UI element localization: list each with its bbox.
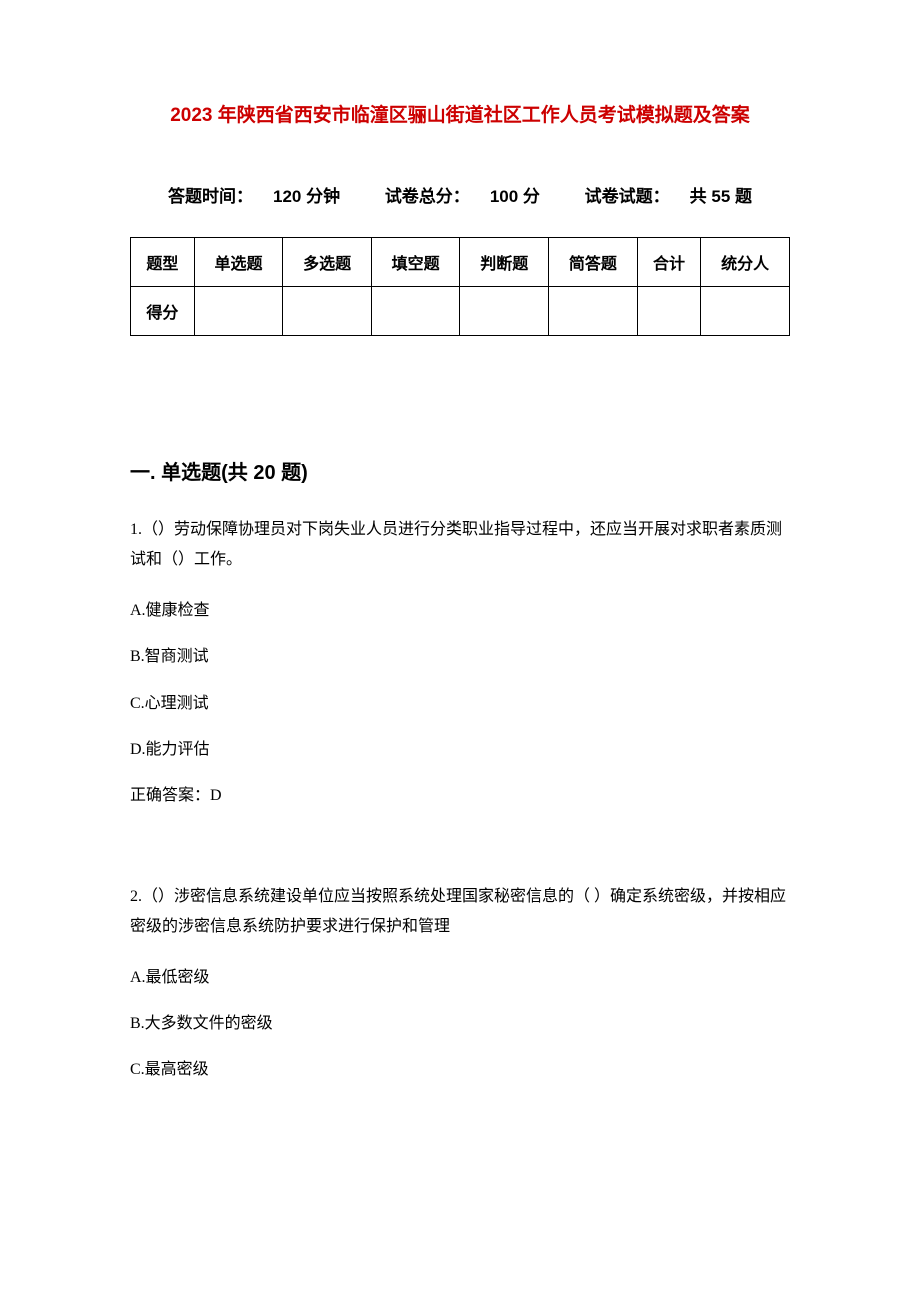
table-header-row: 题型 单选题 多选题 填空题 判断题 简答题 合计 统分人 xyxy=(131,238,790,287)
table-cell-empty xyxy=(701,287,790,336)
question-option: C.心理测试 xyxy=(130,689,790,719)
table-cell-empty xyxy=(549,287,638,336)
question-text: 1.（）劳动保障协理员对下岗失业人员进行分类职业指导过程中，还应当开展对求职者素… xyxy=(130,515,790,576)
exam-info-bar: 答题时间：120 分钟 试卷总分：100 分 试卷试题：共 55 题 xyxy=(130,182,790,207)
question-option: C.最高密级 xyxy=(130,1055,790,1085)
table-header-cell: 判断题 xyxy=(460,238,549,287)
table-header-cell: 统分人 xyxy=(701,238,790,287)
exam-count: 试卷试题：共 55 题 xyxy=(575,187,762,206)
question-block: 1.（）劳动保障协理员对下岗失业人员进行分类职业指导过程中，还应当开展对求职者素… xyxy=(130,515,790,812)
table-cell-empty xyxy=(371,287,460,336)
table-header-cell: 简答题 xyxy=(549,238,638,287)
table-score-row: 得分 xyxy=(131,287,790,336)
exam-time: 答题时间：120 分钟 xyxy=(158,187,350,206)
question-option: B.大多数文件的密级 xyxy=(130,1009,790,1039)
table-header-cell: 多选题 xyxy=(283,238,372,287)
question-text: 2.（）涉密信息系统建设单位应当按照系统处理国家秘密信息的（ ）确定系统密级，并… xyxy=(130,882,790,943)
table-header-cell: 填空题 xyxy=(371,238,460,287)
question-answer: 正确答案：D xyxy=(130,781,790,811)
table-header-cell: 单选题 xyxy=(194,238,283,287)
question-block: 2.（）涉密信息系统建设单位应当按照系统处理国家秘密信息的（ ）确定系统密级，并… xyxy=(130,882,790,1086)
table-cell-empty xyxy=(194,287,283,336)
document-title: 2023 年陕西省西安市临潼区骊山街道社区工作人员考试模拟题及答案 xyxy=(130,100,790,127)
table-cell-label: 得分 xyxy=(131,287,195,336)
table-header-cell: 题型 xyxy=(131,238,195,287)
question-option: A.最低密级 xyxy=(130,963,790,993)
question-option: A.健康检查 xyxy=(130,596,790,626)
table-cell-empty xyxy=(637,287,701,336)
table-cell-empty xyxy=(283,287,372,336)
table-cell-empty xyxy=(460,287,549,336)
table-header-cell: 合计 xyxy=(637,238,701,287)
question-option: D.能力评估 xyxy=(130,735,790,765)
question-option: B.智商测试 xyxy=(130,642,790,672)
score-table: 题型 单选题 多选题 填空题 判断题 简答题 合计 统分人 得分 xyxy=(130,237,790,336)
section-title: 一. 单选题(共 20 题) xyxy=(130,456,790,485)
exam-total: 试卷总分：100 分 xyxy=(375,187,550,206)
